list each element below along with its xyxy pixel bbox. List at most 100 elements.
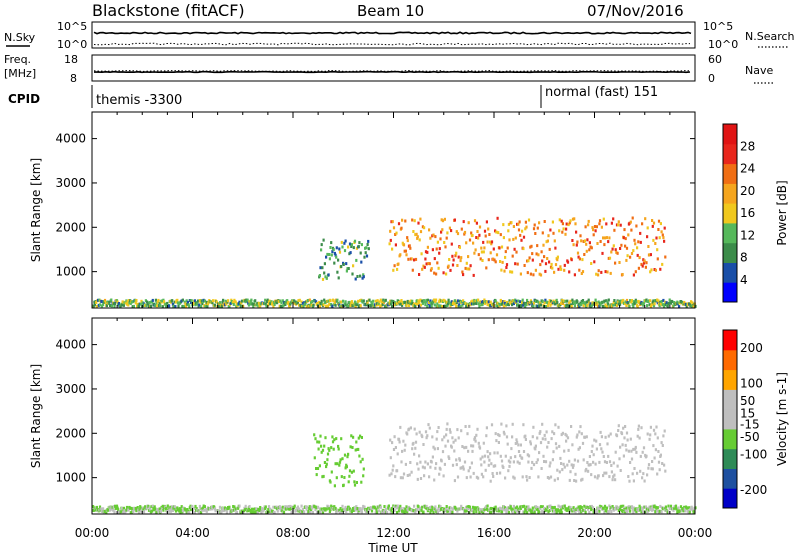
- heatmap-cell: [405, 304, 408, 308]
- heatmap-cell: [416, 302, 419, 306]
- heatmap-cell: [646, 473, 649, 477]
- heatmap-cell: [448, 428, 451, 432]
- heatmap-cell: [333, 302, 336, 306]
- heatmap-cell: [464, 509, 467, 513]
- heatmap-cell: [606, 442, 609, 446]
- heatmap-cell: [600, 447, 603, 451]
- heatmap-cell: [605, 461, 608, 464]
- heatmap-cell: [622, 236, 625, 240]
- heatmap-cell: [444, 304, 447, 308]
- heatmap-cell: [469, 303, 472, 307]
- heatmap-cell: [297, 509, 300, 513]
- heatmap-cell: [560, 301, 563, 305]
- heatmap-cell: [483, 301, 487, 305]
- heatmap-cell: [423, 466, 426, 470]
- heatmap-cell: [359, 251, 362, 255]
- heatmap-cell: [376, 299, 379, 303]
- heatmap-cell: [490, 462, 493, 466]
- heatmap-cell: [387, 506, 390, 510]
- heatmap-cell: [589, 245, 592, 249]
- heatmap-cell: [564, 232, 567, 236]
- heatmap-cell: [511, 510, 514, 514]
- heatmap-cell: [594, 298, 597, 302]
- heatmap-cell: [337, 447, 340, 451]
- heatmap-cell: [625, 448, 628, 452]
- heatmap-cell: [374, 506, 377, 510]
- heatmap-cell: [581, 299, 585, 302]
- heatmap-cell: [336, 270, 339, 274]
- heatmap-cell: [305, 305, 308, 309]
- heatmap-cell: [474, 299, 477, 303]
- heatmap-cell: [582, 240, 585, 243]
- heatmap-cell: [499, 454, 502, 458]
- heatmap-cell: [684, 303, 688, 306]
- heatmap-cell: [205, 509, 208, 513]
- heatmap-cell: [649, 433, 652, 437]
- heatmap-cell: [538, 510, 541, 514]
- heatmap-cell: [453, 218, 456, 222]
- heatmap-cell: [625, 258, 628, 262]
- heatmap-cell: [142, 508, 145, 512]
- heatmap-cell: [615, 223, 619, 227]
- heatmap-cell: [244, 300, 247, 304]
- heatmap-cell: [677, 301, 680, 305]
- heatmap-cell: [297, 299, 300, 303]
- heatmap-cell: [420, 252, 423, 256]
- heatmap-cell: [693, 510, 696, 514]
- heatmap-cell: [322, 303, 325, 307]
- heatmap-cell: [614, 507, 617, 511]
- heatmap-cell: [326, 299, 329, 303]
- heatmap-cell: [605, 304, 608, 308]
- y-tick-label: 1000: [55, 265, 86, 279]
- heatmap-cell: [445, 427, 448, 431]
- colorbar-tick-label: 28: [740, 139, 755, 153]
- heatmap-cell: [652, 304, 656, 308]
- heatmap-cell: [613, 299, 616, 302]
- heatmap-cell: [546, 257, 549, 260]
- heatmap-cell: [355, 505, 358, 509]
- heatmap-cell: [221, 300, 224, 304]
- heatmap-cell: [627, 233, 630, 237]
- heatmap-cell: [637, 266, 640, 270]
- heatmap-cell: [405, 505, 408, 509]
- heatmap-cell: [97, 298, 100, 302]
- heatmap-cell: [681, 507, 684, 511]
- heatmap-cell: [578, 446, 581, 450]
- heatmap-cell: [628, 304, 631, 308]
- heatmap-cell: [549, 504, 552, 508]
- heatmap-cell: [139, 302, 142, 306]
- heatmap-cell: [265, 304, 268, 308]
- heatmap-cell: [646, 432, 649, 436]
- heatmap-cell: [598, 219, 602, 223]
- heatmap-cell: [228, 505, 231, 509]
- heatmap-cell: [347, 480, 350, 484]
- heatmap-cell: [588, 304, 591, 308]
- heatmap-cell: [509, 505, 512, 509]
- heatmap-cell: [295, 508, 298, 512]
- heatmap-cell: [323, 298, 326, 302]
- heatmap-cell: [203, 508, 206, 512]
- heatmap-cell: [318, 507, 321, 511]
- x-tick-label: 00:00: [678, 526, 713, 540]
- heatmap-cell: [97, 303, 100, 307]
- heatmap-cell: [289, 507, 293, 511]
- heatmap-cell: [646, 304, 649, 308]
- heatmap-cell: [463, 460, 467, 464]
- heatmap-cell: [421, 301, 424, 305]
- heatmap-cell: [337, 276, 340, 280]
- heatmap-cell: [589, 463, 592, 467]
- heatmap-cell: [149, 304, 152, 308]
- heatmap-cell: [331, 250, 334, 254]
- heatmap-cell: [205, 508, 208, 512]
- heatmap-cell: [460, 256, 463, 260]
- heatmap-cell: [543, 220, 546, 223]
- heatmap-cell: [636, 434, 639, 438]
- heatmap-cell: [460, 504, 463, 508]
- heatmap-cell: [458, 245, 461, 249]
- heatmap-cell: [539, 301, 542, 305]
- heatmap-cell: [246, 298, 249, 302]
- heatmap-cell: [645, 298, 648, 302]
- heatmap-cell: [602, 236, 605, 240]
- heatmap-cell: [171, 302, 174, 306]
- heatmap-cell: [481, 259, 484, 262]
